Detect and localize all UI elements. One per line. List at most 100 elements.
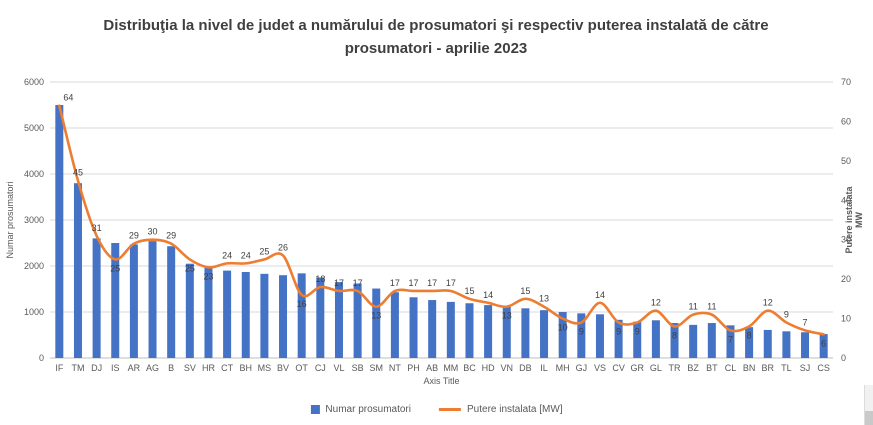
x-label-CS: CS — [817, 363, 830, 373]
data-label-IL: 13 — [539, 294, 549, 304]
bar-TR — [670, 323, 679, 358]
bar-IL — [540, 310, 549, 358]
data-label-CS: 6 — [821, 338, 826, 348]
scrollbar-fragment[interactable] — [864, 385, 873, 425]
bar-SM — [372, 288, 381, 358]
bar-GL — [651, 320, 660, 358]
right-axis-tick: 30 — [841, 235, 851, 245]
data-label-HR: 23 — [203, 271, 213, 281]
data-label-IF: 64 — [63, 93, 73, 103]
data-label-SB: 17 — [353, 278, 363, 288]
x-label-BN: BN — [743, 363, 756, 373]
data-label-BH: 24 — [241, 250, 251, 260]
bar-TL — [782, 331, 791, 358]
bar-SB — [353, 283, 362, 358]
x-label-GR: GR — [631, 363, 645, 373]
bar-BZ — [689, 324, 698, 358]
bar-PH — [409, 297, 418, 358]
data-label-GL: 12 — [651, 298, 661, 308]
bar-VS — [595, 314, 604, 358]
bar-SJ — [801, 332, 810, 358]
data-label-MM: 17 — [446, 278, 456, 288]
left-axis-tick: 4000 — [24, 169, 44, 179]
x-label-NT: NT — [389, 363, 401, 373]
x-label-CV: CV — [612, 363, 625, 373]
data-label-GJ: 9 — [579, 327, 584, 337]
data-label-AG: 30 — [148, 227, 158, 237]
data-label-PH: 17 — [409, 278, 419, 288]
bar-BR — [763, 329, 772, 358]
x-label-BT: BT — [706, 363, 718, 373]
x-label-BH: BH — [239, 363, 252, 373]
x-label-HR: HR — [202, 363, 215, 373]
x-label-VS: VS — [594, 363, 606, 373]
data-label-TM: 45 — [73, 168, 83, 178]
data-label-MS: 25 — [259, 246, 269, 256]
x-label-TR: TR — [669, 363, 681, 373]
data-label-HD: 14 — [483, 290, 493, 300]
x-label-MH: MH — [556, 363, 570, 373]
data-label-CT: 24 — [222, 250, 232, 260]
data-label-CV: 9 — [616, 327, 621, 337]
x-label-HD: HD — [482, 363, 495, 373]
line-series-swatch-icon — [439, 408, 461, 411]
legend-label-putere-instalata: Putere instalata [MW] — [467, 404, 563, 415]
x-label-VL: VL — [333, 363, 344, 373]
data-label-TR: 8 — [672, 330, 677, 340]
bar-BC — [465, 303, 474, 358]
x-label-GJ: GJ — [576, 363, 588, 373]
chart-legend: Numar prosumatori Putere instalata [MW] — [310, 404, 563, 415]
x-label-SM: SM — [370, 363, 384, 373]
x-label-SJ: SJ — [800, 363, 811, 373]
data-label-B: 29 — [166, 231, 176, 241]
left-axis-tick: 0 — [39, 353, 44, 363]
bar-IS — [111, 243, 120, 358]
bar-CT — [223, 270, 232, 358]
data-label-BT: 11 — [707, 302, 716, 312]
bar-DJ — [92, 238, 101, 358]
data-label-TL: 9 — [784, 310, 789, 320]
x-label-AR: AR — [128, 363, 141, 373]
left-axis-tick: 1000 — [24, 307, 44, 317]
x-label-SV: SV — [184, 363, 196, 373]
bar-MS — [260, 273, 269, 358]
x-label-VN: VN — [500, 363, 513, 373]
left-axis-tick: 6000 — [24, 77, 44, 87]
data-label-SM: 13 — [371, 311, 381, 321]
bar-GJ — [577, 313, 586, 358]
bar-MM — [446, 301, 455, 358]
x-label-CJ: CJ — [315, 363, 326, 373]
bar-VL — [334, 282, 343, 358]
data-label-MH: 10 — [558, 323, 568, 333]
legend-item-numar-prosumatori[interactable]: Numar prosumatori — [310, 404, 411, 415]
data-label-VL: 17 — [334, 278, 344, 288]
x-label-B: B — [168, 363, 174, 373]
bar-AG — [148, 241, 157, 358]
data-label-CJ: 18 — [315, 274, 325, 284]
right-axis-tick: 50 — [841, 156, 851, 166]
bar-BT — [707, 323, 716, 358]
x-label-AG: AG — [146, 363, 159, 373]
x-label-BC: BC — [463, 363, 476, 373]
bar-series-swatch-icon — [310, 405, 320, 414]
bar-CJ — [316, 277, 325, 358]
data-label-OT: 16 — [297, 299, 307, 309]
data-label-VN: 13 — [502, 311, 512, 321]
bar-OT — [297, 273, 306, 358]
data-label-BV: 26 — [278, 242, 288, 252]
bar-IF — [55, 105, 64, 358]
scrollbar-thumb[interactable] — [865, 411, 873, 425]
x-label-TM: TM — [71, 363, 84, 373]
legend-label-numar-prosumatori: Numar prosumatori — [325, 404, 411, 415]
left-axis-tick: 2000 — [24, 261, 44, 271]
x-label-BR: BR — [761, 363, 774, 373]
data-label-IS: 25 — [110, 263, 120, 273]
data-label-AR: 29 — [129, 231, 139, 241]
legend-item-putere-instalata[interactable]: Putere instalata [MW] — [439, 404, 563, 415]
data-label-GR: 9 — [635, 327, 640, 337]
x-label-CL: CL — [725, 363, 737, 373]
left-axis-tick: 5000 — [24, 123, 44, 133]
data-label-SJ: 7 — [803, 317, 808, 327]
data-label-DJ: 31 — [92, 223, 102, 233]
left-axis-title: Numar prosumatori — [5, 181, 15, 258]
